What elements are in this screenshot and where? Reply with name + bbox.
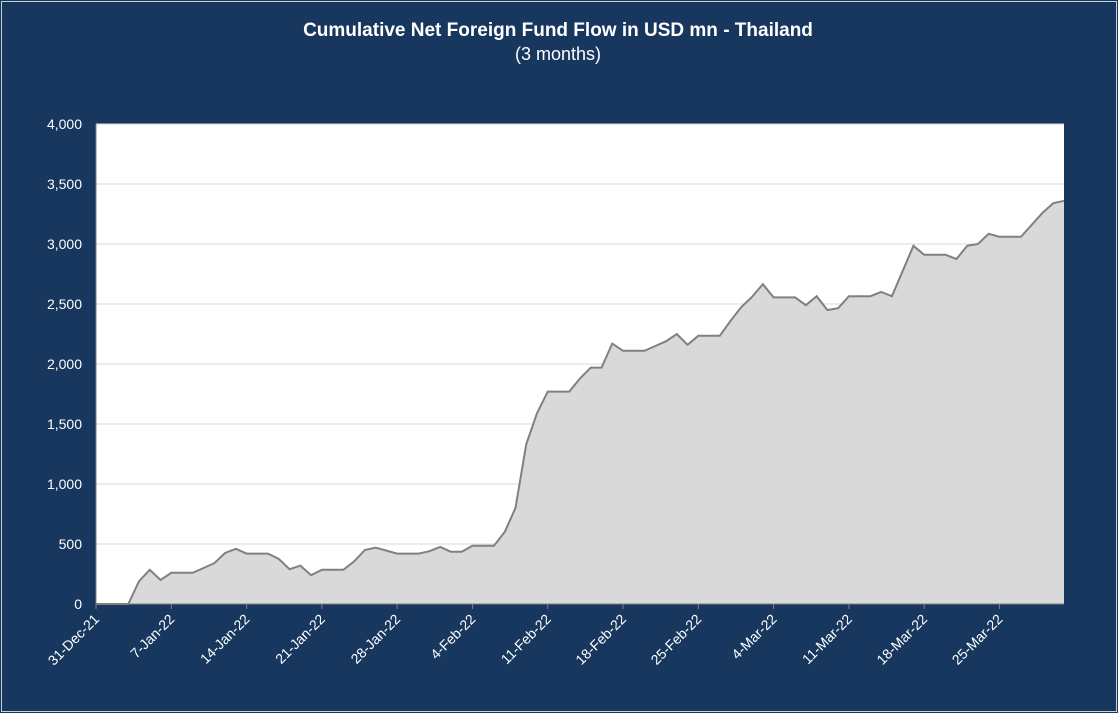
chart-subtitle: (3 months) <box>515 44 601 64</box>
y-tick-label: 4,000 <box>47 116 82 132</box>
y-tick-label: 1,000 <box>47 476 82 492</box>
y-tick-label: 2,000 <box>47 356 82 372</box>
y-tick-label: 2,500 <box>47 296 82 312</box>
y-tick-label: 3,000 <box>47 236 82 252</box>
y-tick-label: 0 <box>74 596 82 612</box>
y-tick-label: 500 <box>59 536 83 552</box>
area <box>96 200 1064 605</box>
y-tick-label: 3,500 <box>47 176 82 192</box>
chart-title: Cumulative Net Foreign Fund Flow in USD … <box>303 20 813 41</box>
line <box>96 199 1065 605</box>
y-tick-label: 1,500 <box>47 416 82 432</box>
